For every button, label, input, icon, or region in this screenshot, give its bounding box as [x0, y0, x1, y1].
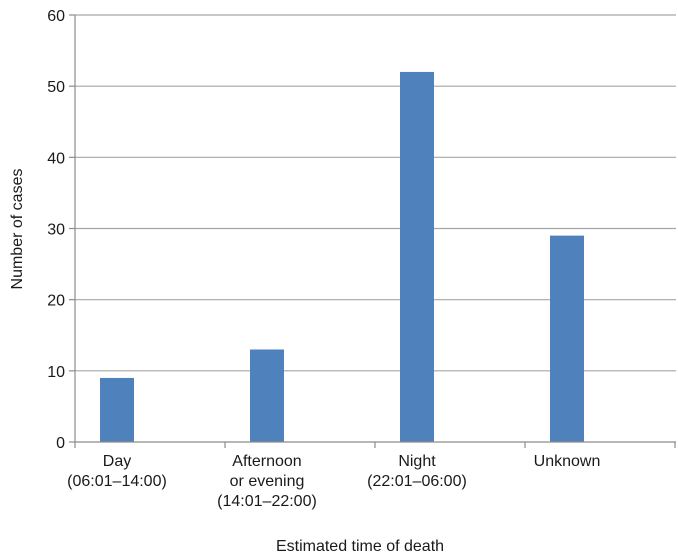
x-tick-labels: Day (06:01–14:00) Afternoon or evening (14:0…	[67, 453, 600, 510]
x-tick-label-line: or evening	[230, 473, 305, 490]
bar	[250, 349, 284, 442]
x-tick-label-line: Day	[103, 453, 131, 470]
y-tick-label: 20	[47, 293, 65, 310]
y-tick-label: 0	[56, 435, 65, 452]
y-tick-label: 30	[47, 222, 65, 239]
x-tick-label-line: Unknown	[534, 453, 601, 470]
x-tick-label-line: (14:01–22:00)	[217, 493, 317, 510]
bar	[550, 235, 584, 442]
x-tick-label-line: (22:01–06:00)	[367, 473, 467, 490]
x-tick-label-line: Night	[398, 453, 436, 470]
x-axis-title: Estimated time of death	[276, 538, 444, 555]
bars	[100, 71, 584, 442]
axes	[69, 14, 676, 448]
gridlines	[75, 14, 676, 372]
y-tick-label: 60	[47, 8, 65, 25]
x-tick-label-line: (06:01–14:00)	[67, 473, 167, 490]
bar	[400, 71, 434, 442]
y-tick-label: 10	[47, 364, 65, 381]
y-axis-title: Number of cases	[9, 169, 26, 290]
y-tick-label: 50	[47, 79, 65, 96]
y-tick-labels: 0 10 20 30 40 50 60	[47, 8, 65, 452]
x-tick-label: Night (22:01–06:00)	[367, 453, 467, 490]
bar	[100, 377, 134, 442]
x-tick-label: Afternoon or evening (14:01–22:00)	[217, 453, 317, 510]
x-tick-label-line: Afternoon	[232, 453, 301, 470]
y-tick-label: 40	[47, 150, 65, 167]
x-tick-label: Day (06:01–14:00)	[67, 453, 167, 490]
x-tick-label: Unknown	[534, 453, 601, 470]
